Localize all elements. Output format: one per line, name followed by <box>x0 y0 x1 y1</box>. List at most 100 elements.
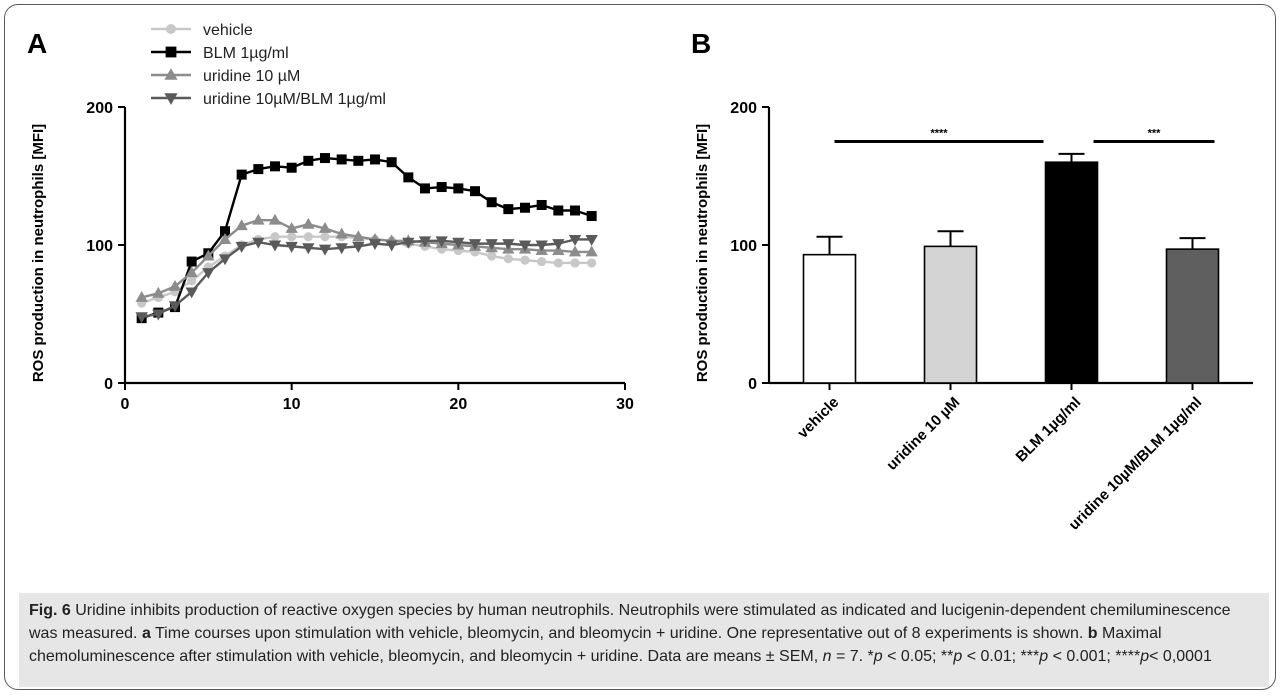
data-point <box>570 258 580 268</box>
series-line <box>141 218 592 299</box>
data-point <box>303 232 313 242</box>
legend-label: BLM 1µg/ml <box>203 45 289 62</box>
data-point <box>402 237 415 249</box>
x-tick-label: 20 <box>449 396 467 413</box>
data-point <box>536 199 547 210</box>
x-tick-label: 10 <box>283 396 301 413</box>
data-point <box>318 222 332 233</box>
data-point <box>320 232 330 242</box>
legend-label: uridine 10 µM <box>203 68 300 85</box>
caption-a-label: a <box>141 625 151 642</box>
significance-label: **** <box>930 128 948 140</box>
y-tick-label: 200 <box>730 100 757 117</box>
data-point <box>486 197 497 208</box>
bar <box>923 245 978 384</box>
data-point <box>468 239 482 251</box>
data-point <box>252 237 265 249</box>
data-point <box>235 219 248 231</box>
x-tick-label: 0 <box>121 396 130 413</box>
y-tick-label: 100 <box>730 238 757 255</box>
legend-marker <box>166 24 176 34</box>
legend-marker <box>164 93 178 105</box>
data-point <box>218 233 232 244</box>
data-point <box>252 213 265 225</box>
x-tick-label: BLM 1µg/ml <box>1013 394 1085 466</box>
bar <box>1044 161 1099 384</box>
data-point <box>570 205 580 216</box>
data-point <box>585 245 598 257</box>
y-tick-label: 200 <box>86 100 113 117</box>
data-point <box>303 155 314 166</box>
legend-marker <box>164 68 178 80</box>
data-point <box>553 258 563 268</box>
data-point <box>236 169 247 180</box>
data-point <box>453 183 464 194</box>
data-point <box>403 172 414 183</box>
data-point <box>518 240 532 252</box>
data-point <box>168 301 182 313</box>
data-point <box>370 154 380 165</box>
data-point <box>270 232 280 242</box>
figure-frame: A B 0 100 200 0 10 20 30 ROS production in neut… <box>4 4 1276 690</box>
caption-n: n <box>822 648 832 665</box>
data-point <box>336 154 347 165</box>
data-point <box>418 236 432 248</box>
data-point <box>335 243 348 255</box>
data-point <box>135 312 148 324</box>
data-point <box>302 243 315 255</box>
series-line <box>141 156 593 320</box>
caption-p3: p <box>1039 648 1049 665</box>
caption-title: Uridine inhibits production of reactive … <box>29 602 1231 642</box>
caption-n-text: = 7. * <box>831 648 874 665</box>
data-point <box>586 211 597 222</box>
data-point <box>585 235 598 246</box>
data-point <box>485 239 498 251</box>
data-point <box>568 245 582 257</box>
y-axis-title: ROS production in neutrophils [MFI] <box>694 124 711 382</box>
data-point <box>502 239 515 251</box>
data-point <box>552 239 565 251</box>
legend-label: vehicle <box>203 22 253 39</box>
caption-b-text: Maximal chemoluminescence after stimulat… <box>29 625 1162 665</box>
data-point <box>368 239 382 251</box>
panel-b-label: B <box>691 28 711 59</box>
data-point <box>503 254 513 264</box>
data-point <box>152 309 165 321</box>
legend-label: uridine 10µM/BLM 1µg/ml <box>203 91 386 108</box>
data-point <box>470 186 480 197</box>
caption-t1: < 0.05; ** <box>882 648 954 665</box>
data-point <box>285 241 298 253</box>
data-point <box>537 256 547 267</box>
data-point <box>568 235 582 246</box>
data-point <box>218 254 232 266</box>
data-point <box>520 255 530 265</box>
data-point <box>220 226 230 237</box>
y-tick-label: 0 <box>748 376 757 393</box>
line-chart: 0 100 200 0 10 20 30 ROS production in neutroph… <box>30 22 634 413</box>
figure-canvas: A B 0 100 200 0 10 20 30 ROS production in neut… <box>27 22 1253 534</box>
legend-marker <box>165 46 177 58</box>
data-point <box>202 268 215 280</box>
data-point <box>520 202 530 213</box>
data-point <box>435 236 448 248</box>
data-point <box>302 217 315 229</box>
data-point <box>420 183 430 194</box>
data-point <box>320 153 330 164</box>
y-axis-title: ROS production in neutrophils [MFI] <box>30 124 47 382</box>
bar <box>802 253 857 384</box>
data-point <box>168 279 182 291</box>
data-point <box>352 241 365 253</box>
figure-caption: Fig. 6 Uridine inhibits production of re… <box>19 593 1269 687</box>
data-point <box>152 286 165 298</box>
data-point <box>285 222 298 233</box>
data-point <box>553 205 564 216</box>
data-point <box>287 232 297 242</box>
data-point <box>235 241 248 253</box>
data-point <box>503 204 514 215</box>
x-tick-label: vehicle <box>794 394 842 442</box>
data-point <box>587 258 597 268</box>
data-point <box>268 240 282 252</box>
data-point <box>135 291 148 302</box>
bar-chart: 0 100 200 ROS production in neutrophils [MF… <box>694 100 1253 534</box>
data-point <box>353 155 364 166</box>
